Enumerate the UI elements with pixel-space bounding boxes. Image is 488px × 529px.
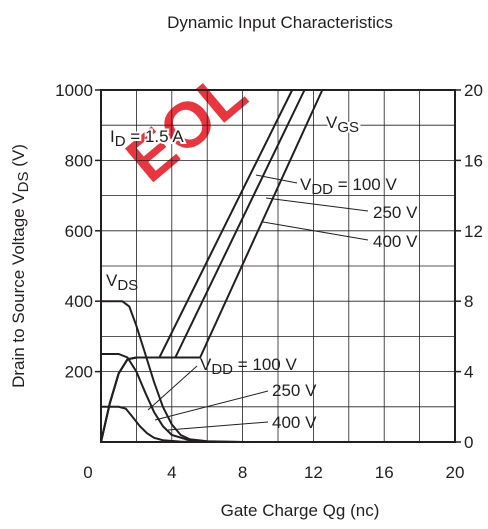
y2-tick-label: 20 [464, 81, 483, 100]
x-axis-label: Gate Charge Qg (nc) [221, 501, 380, 520]
y-tick-label: 1000 [55, 81, 93, 100]
annotation: VGS [326, 113, 359, 136]
annotation-part: D [115, 133, 126, 150]
y-tick-label: 200 [65, 363, 93, 382]
chart-title: Dynamic Input Characteristics [167, 13, 393, 32]
arrow [167, 421, 269, 431]
y-tick-label: 600 [65, 222, 93, 241]
data-line [101, 300, 455, 443]
y-axis-label: Drain to Source Voltage VDS (V) [9, 144, 32, 388]
annotation-part: GS [337, 119, 359, 136]
annotation-part: 250 V [373, 203, 418, 222]
x-tick-label: 4 [167, 463, 176, 482]
y-axis-label-part: (V) [9, 144, 28, 171]
annotation-part: = 100 V [333, 175, 397, 194]
annotation-part: V [300, 175, 312, 194]
x-tick-label: 8 [238, 463, 247, 482]
y2-tick-label: 0 [464, 433, 473, 452]
y2-tick-label: 4 [464, 363, 473, 382]
x-tick-label: 20 [446, 463, 465, 482]
annotation-part: DS [117, 277, 138, 294]
y2-tick-label: 12 [464, 222, 483, 241]
y-tick-label: 400 [65, 292, 93, 311]
arrows [147, 174, 369, 431]
annotation-part: V [106, 271, 118, 290]
annotation-part: V [326, 113, 338, 132]
x-tick-label: 12 [304, 463, 323, 482]
annotation-part: V [200, 355, 212, 374]
annotation: 400 V [373, 232, 418, 251]
annotation-part: DD [211, 361, 233, 378]
annotation-part: = 100 V [233, 355, 297, 374]
annotation: VDD = 100 V [200, 355, 297, 378]
annotation: 250 V [272, 381, 317, 400]
arrow [265, 197, 369, 212]
x-tick-label: 0 [83, 463, 92, 482]
y-tick-label: 800 [65, 151, 93, 170]
y-axis-label-part: Drain to Source Voltage V [9, 192, 28, 388]
x-tick-label: 16 [375, 463, 394, 482]
x-axis-label-part: Gate Charge Qg (nc) [221, 501, 380, 520]
y-axis-label-part: DS [15, 171, 32, 192]
y2-tick-label: 16 [464, 151, 483, 170]
annotation: 400 V [272, 413, 317, 432]
annotation: VDS [106, 271, 138, 294]
arrow [147, 365, 198, 411]
y2-tick-label: 8 [464, 292, 473, 311]
annotation-part: 250 V [272, 381, 317, 400]
annotation-part: I [110, 127, 115, 146]
annotation: VDD = 100 V [300, 175, 397, 198]
arrow [154, 390, 269, 421]
annotation: ID = 1.5 A [110, 127, 184, 150]
watermark: EOL [113, 56, 260, 196]
annotation-part: 400 V [272, 413, 317, 432]
annotation-part: DD [311, 181, 333, 198]
data-line [101, 405, 455, 443]
annotation-part: 400 V [373, 232, 418, 251]
annotation-part: = 1.5 A [126, 127, 185, 146]
annotation: 250 V [373, 203, 418, 222]
